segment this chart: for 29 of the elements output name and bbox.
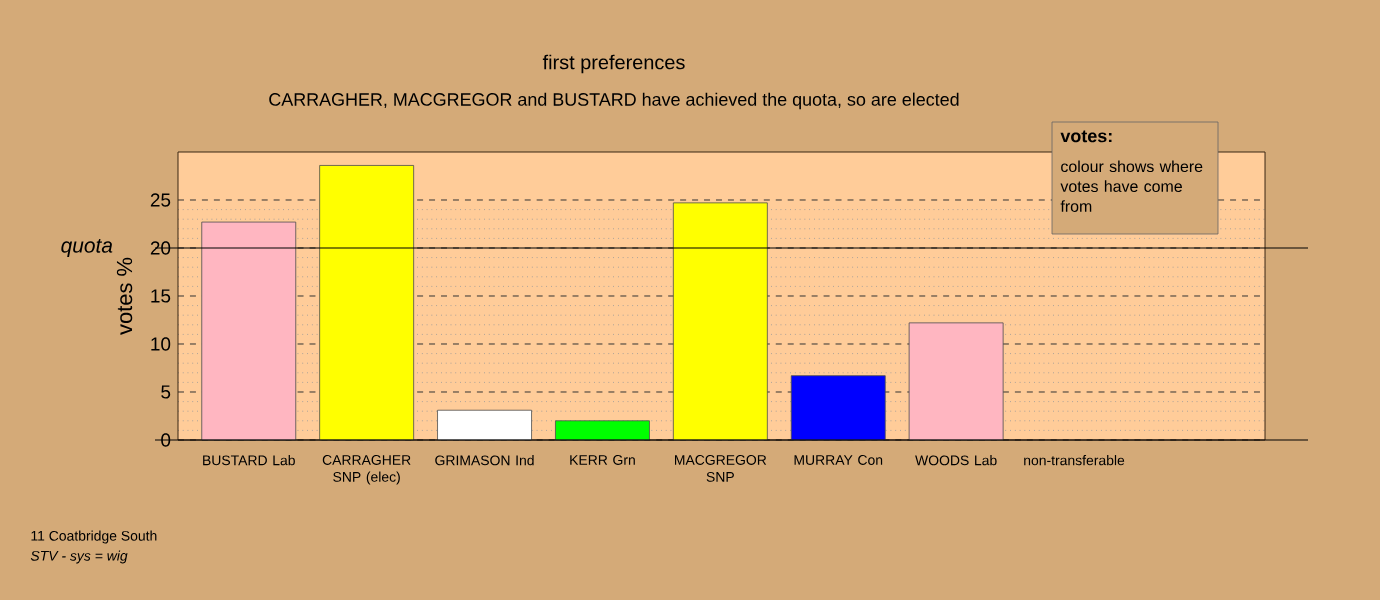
text: STV - sys = wig [30,550,128,564]
chart-subtitle: CARRAGHER, MACGREGOR and BUSTARD have achieved the quota, so are elected [269,92,959,110]
chart-title: first preferences [542,54,685,74]
bar [908,322,1004,441]
bar [201,221,297,441]
x-tick-label: GRIMASON Ind [435,455,534,466]
y-tick-label: 10 [151,337,171,351]
y-tick-label: 25 [150,193,171,207]
y-tick-label: 5 [161,385,171,399]
y-tick-label: 20 [150,241,171,255]
x-tick-label: non-transferable [1024,455,1125,466]
y-axis-title: votes % [116,257,133,335]
y-tick-label: 15 [151,289,171,303]
text: 11 Coatbridge South [31,530,157,544]
annotation: colour shows where votes have come from [1060,160,1203,212]
bar [555,420,650,441]
text: votes: [1060,130,1112,143]
y-tick-label: 0 [161,433,171,447]
x-tick-label: MURRAY Con [794,455,883,465]
bar [319,165,415,441]
x-tick-label: MACGREGOR SNP [675,455,767,482]
ref-line-label: quota [61,239,113,257]
x-tick-label: CARRAGHER SNP (elec) [322,455,411,485]
x-tick-label: BUSTARD Lab [203,455,295,466]
bar [672,202,768,441]
x-tick-label: KERR Grn [570,455,635,465]
bar [437,409,532,441]
bar [790,375,886,441]
x-tick-label: WOODS Lab [915,455,997,466]
